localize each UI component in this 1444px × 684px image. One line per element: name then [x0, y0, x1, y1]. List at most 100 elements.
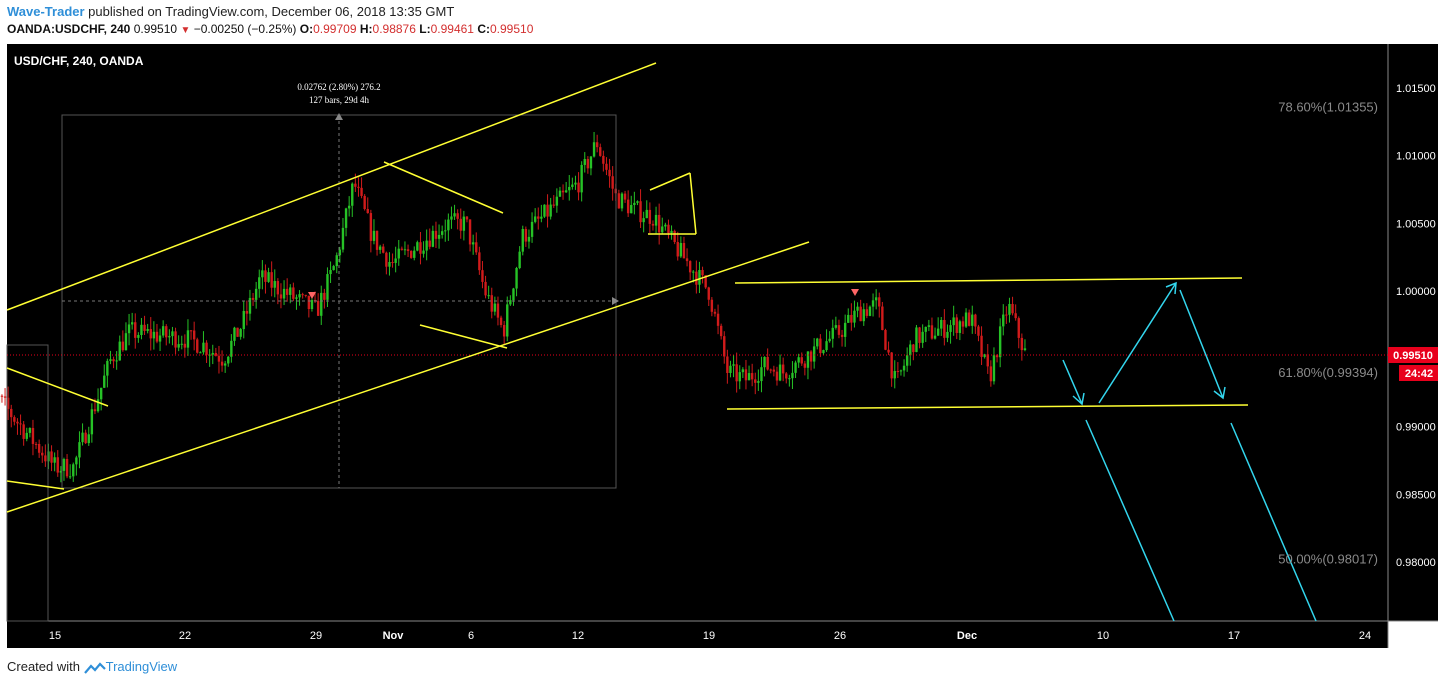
candle-body — [676, 242, 679, 257]
candle-body — [803, 363, 807, 368]
pennant-side-line[interactable] — [689, 172, 697, 235]
candle-body — [499, 317, 503, 326]
candle-body — [103, 375, 106, 388]
y-tick-label: 1.00500 — [1396, 218, 1436, 230]
candle-body — [961, 321, 965, 327]
measure-label-1: 0.02762 (2.80%) 276.2 — [297, 82, 380, 92]
candle-body — [716, 313, 720, 326]
candle-body — [65, 459, 69, 477]
x-tick-label: 12 — [572, 630, 584, 642]
projection-breakdown-1[interactable] — [1085, 419, 1175, 622]
candle-body — [115, 360, 118, 362]
tradingview-brand[interactable]: TradingView — [105, 659, 178, 674]
price-chart[interactable]: 0.02762 (2.80%) 276.2 127 bars, 29d 4h U… — [0, 42, 1444, 656]
candle-body — [1017, 318, 1020, 338]
candle-body — [310, 300, 314, 310]
candle-body — [264, 270, 267, 282]
candle-body — [434, 230, 438, 239]
arrow-head-icon — [1213, 386, 1226, 400]
candle-body — [564, 190, 568, 193]
candle-body — [279, 294, 283, 299]
countdown-badge — [1399, 365, 1438, 381]
candle-body — [468, 219, 472, 245]
candle-body — [732, 364, 735, 366]
author-link[interactable]: Wave-Trader — [7, 4, 85, 19]
candle-body — [847, 314, 850, 323]
candle-body — [84, 432, 87, 444]
candle-body — [775, 371, 779, 381]
x-tick-label: 22 — [179, 630, 191, 642]
candle-body — [6, 397, 10, 409]
candle-body — [351, 183, 354, 206]
range-resistance-line[interactable] — [734, 277, 1243, 284]
plot-area[interactable] — [7, 44, 1388, 621]
candle-body — [161, 326, 165, 336]
candle-body — [233, 327, 236, 341]
candle-body — [400, 248, 404, 250]
candle-body — [140, 324, 143, 336]
candle-body — [1014, 313, 1017, 319]
x-tick-label: 6 — [468, 630, 474, 642]
candle-body — [211, 352, 214, 355]
candle-body — [794, 362, 797, 373]
candle-body — [648, 209, 652, 224]
candle-body — [874, 297, 878, 301]
wedge-lower-line[interactable] — [6, 480, 65, 490]
projection-down-1[interactable] — [1062, 359, 1083, 405]
open-label: O: — [299, 22, 314, 36]
projection-arrows[interactable] — [1062, 281, 1317, 622]
measure-label-2: 127 bars, 29d 4h — [309, 95, 369, 105]
pennant-upper-line[interactable] — [649, 172, 691, 191]
measure-tool[interactable]: 0.02762 (2.80%) 276.2 127 bars, 29d 4h — [6, 82, 619, 622]
candle-body — [127, 324, 131, 334]
candle-body — [822, 350, 825, 354]
candle-body — [980, 335, 983, 357]
candle-body — [496, 303, 500, 318]
candle-body — [757, 381, 760, 383]
time-axis[interactable] — [7, 621, 1388, 648]
candle-body — [10, 408, 13, 418]
candle-body — [670, 230, 673, 234]
y-tick-label: 1.01500 — [1396, 83, 1436, 95]
candle-body — [577, 182, 580, 193]
candle-body — [998, 326, 1002, 358]
candle-body — [995, 355, 999, 358]
candle-body — [50, 451, 53, 463]
candle-body — [781, 364, 785, 374]
symbol-label: OANDA:USDCHF, 240 — [7, 22, 131, 36]
candle-body — [552, 204, 555, 206]
candle-body — [394, 258, 397, 263]
candle-body — [109, 359, 112, 361]
projection-breakdown-2[interactable] — [1230, 422, 1317, 622]
candle-body — [31, 427, 35, 444]
candle-body — [899, 370, 903, 372]
candle-body — [623, 193, 627, 200]
candle-body — [258, 277, 261, 289]
wedge-upper-line[interactable] — [6, 367, 109, 407]
candle-body — [146, 329, 149, 331]
candle-body — [518, 251, 521, 268]
candle-body — [704, 275, 707, 288]
flag-upper-line[interactable] — [383, 161, 504, 214]
flag-lower-line[interactable] — [419, 324, 508, 349]
channel-upper-line[interactable] — [6, 62, 657, 311]
price-axis[interactable] — [1388, 44, 1438, 621]
candle-body — [388, 262, 391, 267]
candle-body — [87, 434, 90, 444]
candle-body — [633, 202, 636, 206]
candle-body — [93, 409, 97, 412]
candle-body — [329, 270, 332, 275]
fib-level-label: 78.60%(1.01355) — [1278, 100, 1378, 115]
range-support-line[interactable] — [726, 404, 1249, 410]
trendlines[interactable] — [6, 62, 1249, 513]
projection-down-2[interactable] — [1179, 289, 1224, 399]
channel-lower-line[interactable] — [6, 241, 810, 513]
candle-body — [828, 338, 831, 342]
projection-up[interactable] — [1098, 282, 1177, 404]
candle-body — [884, 329, 887, 350]
candle-body — [546, 204, 549, 217]
candle-body — [289, 287, 292, 295]
candle-body — [177, 344, 180, 348]
candle-body — [152, 331, 156, 339]
candle-body — [13, 417, 16, 422]
